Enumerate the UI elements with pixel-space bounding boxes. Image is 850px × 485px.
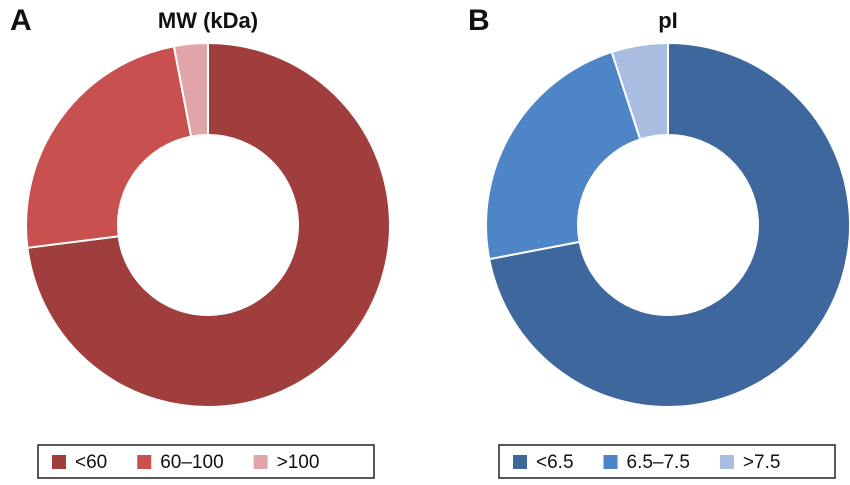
legend-label: 6.5–7.5	[627, 452, 690, 473]
legend-swatch	[137, 455, 152, 469]
panel-label: A	[10, 4, 32, 37]
legend: <60 60–100 >100	[37, 444, 375, 479]
legend-swatch	[603, 455, 618, 469]
donut-segment	[25, 45, 193, 249]
legend-label: >100	[277, 452, 320, 473]
donut-segment	[172, 41, 209, 138]
legend-label: <6.5	[536, 452, 574, 473]
chart-title: pI	[658, 8, 678, 33]
legend-swatch	[253, 455, 268, 469]
panel-label: B	[468, 4, 490, 37]
legend-label: >7.5	[743, 452, 781, 473]
donut-chart: A MW (kDa) <60 60–100 >100	[10, 4, 391, 479]
legend-swatch	[719, 455, 734, 469]
donut-segment	[485, 50, 642, 261]
legend-box	[498, 444, 836, 479]
legend-swatch	[52, 455, 66, 469]
donut-segment	[610, 41, 669, 141]
legend-label: 60–100	[160, 452, 223, 473]
legend-box	[37, 444, 375, 479]
legend: <6.5 6.5–7.5 >7.5	[498, 444, 836, 479]
chart-title: MW (kDa)	[158, 8, 258, 33]
donut-segment	[26, 41, 391, 408]
donut-segment	[488, 41, 850, 408]
legend-label: <60	[75, 452, 107, 473]
legend-swatch	[513, 455, 527, 469]
